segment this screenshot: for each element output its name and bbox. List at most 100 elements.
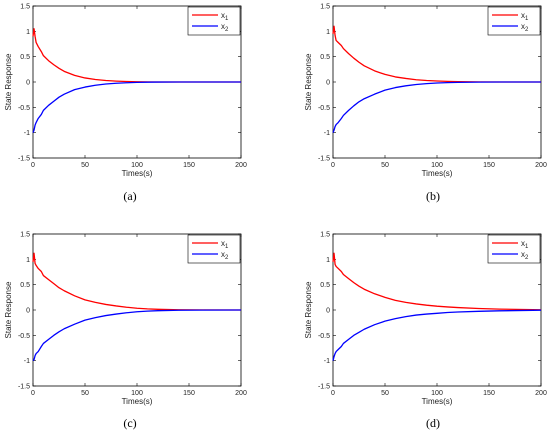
y-tick-label: 1.5: [20, 4, 30, 11]
x-tick-label: 150: [483, 390, 495, 397]
x-tick-label: 200: [235, 390, 247, 397]
series-line-x2: [32, 309, 242, 362]
y-tick-label: 0: [326, 80, 330, 87]
legend-entry-name: x: [221, 250, 225, 259]
chart-panel: 0 50 100 150 200 -1.5 -1 -0.5 0 0.5 1 1.5 Times(s) St…: [4, 232, 247, 431]
panel-caption: (b): [426, 189, 440, 203]
panel-caption: (c): [123, 416, 136, 430]
legend-entry-subscript: 2: [225, 255, 229, 261]
series-line-x1: [32, 252, 242, 311]
y-tick-label: -1.5: [318, 156, 330, 163]
x-tick-label: 100: [431, 390, 443, 397]
x-tick-label: 50: [381, 162, 389, 169]
legend-entry-name: x: [521, 22, 525, 31]
legend-entry-name: x: [521, 11, 525, 20]
x-axis-label: Times(s): [122, 397, 153, 406]
y-tick-label: 0.5: [20, 282, 30, 289]
x-tick-label: 100: [431, 162, 443, 169]
legend-entry-subscript: 2: [525, 255, 529, 261]
y-tick-label: -0.5: [318, 105, 330, 112]
y-tick-label: -1.5: [318, 384, 330, 391]
series-line-x1: [332, 25, 541, 83]
legend-box: [187, 234, 241, 264]
x-axis-label: Times(s): [422, 397, 453, 406]
x-tick-label: 50: [81, 162, 89, 169]
y-tick-label: 0: [326, 308, 330, 315]
series-line-x2: [32, 81, 241, 133]
y-tick-label: 1: [26, 257, 30, 264]
y-tick-label: -0.5: [18, 333, 30, 340]
x-tick-label: 50: [81, 390, 89, 397]
y-tick-label: 0: [26, 80, 30, 87]
y-tick-label: 1.5: [20, 232, 30, 239]
legend-entry-name: x: [521, 239, 525, 248]
x-tick-label: 0: [31, 390, 35, 397]
legend-entry-label: x2: [521, 22, 529, 33]
y-tick-label: -1.5: [18, 156, 30, 163]
x-axis-label: Times(s): [422, 169, 453, 178]
y-axis-label: State Response: [304, 281, 313, 338]
chart-panel: 0 50 100 150 200 -1.5 -1 -0.5 0 0.5 1 1.5 Times(s) St…: [4, 4, 247, 204]
y-tick-label: 0.5: [320, 54, 330, 61]
legend-entry-label: x1: [221, 239, 229, 250]
legend-entry-name: x: [221, 239, 225, 248]
x-tick-label: 100: [131, 390, 143, 397]
legend-entry-label: x2: [221, 22, 229, 33]
y-tick-label: 1.5: [320, 4, 330, 11]
legend-entry-label: x1: [521, 239, 529, 250]
legend-entry-label: x2: [521, 250, 529, 261]
x-tick-label: 50: [381, 390, 389, 397]
x-tick-label: 200: [535, 390, 547, 397]
y-tick-label: -0.5: [318, 333, 330, 340]
x-tick-label: 100: [131, 162, 143, 169]
legend-entry-label: x1: [521, 11, 529, 22]
y-axis-label: State Response: [4, 53, 13, 110]
legend-entry-subscript: 2: [225, 27, 229, 33]
chart-panel: 0 50 100 150 200 -1.5 -1 -0.5 0 0.5 1 1.5 Times(s) St…: [304, 4, 547, 204]
x-tick-label: 0: [31, 162, 35, 169]
panel-caption: (a): [123, 189, 136, 203]
y-tick-label: 0.5: [20, 54, 30, 61]
y-tick-label: 1.5: [320, 232, 330, 239]
y-tick-label: 0.5: [320, 282, 330, 289]
series-line-x2: [332, 309, 542, 361]
y-tick-label: 1: [326, 29, 330, 36]
legend-box: [487, 234, 541, 264]
y-tick-label: -0.5: [18, 105, 30, 112]
legend-entry-subscript: 2: [525, 27, 529, 33]
x-tick-label: 150: [483, 162, 495, 169]
y-tick-label: 1: [326, 257, 330, 264]
legend-entry-subscript: 1: [225, 244, 229, 250]
x-tick-label: 0: [331, 162, 335, 169]
y-axis-label: State Response: [4, 281, 13, 338]
chart-panel: 0 50 100 150 200 -1.5 -1 -0.5 0 0.5 1 1.5 Times(s) St…: [304, 232, 547, 431]
series-line-x1: [32, 28, 241, 83]
legend-entry-subscript: 1: [225, 16, 229, 22]
y-tick-label: 0: [26, 308, 30, 315]
legend-entry-label: x2: [221, 250, 229, 261]
legend-entry-subscript: 1: [525, 16, 529, 22]
y-tick-label: -1: [324, 358, 330, 365]
y-tick-label: -1: [24, 358, 30, 365]
x-tick-label: 150: [183, 390, 195, 397]
legend-entry-name: x: [221, 22, 225, 31]
legend-entry-label: x1: [221, 11, 229, 22]
legend-box: [187, 6, 241, 36]
series-line-x1: [332, 252, 542, 311]
y-tick-label: -1: [24, 130, 30, 137]
x-tick-label: 150: [183, 162, 195, 169]
x-tick-label: 200: [535, 162, 547, 169]
x-axis-label: Times(s): [122, 169, 153, 178]
y-tick-label: -1.5: [18, 384, 30, 391]
legend-entry-name: x: [521, 250, 525, 259]
series-line-x2: [332, 81, 541, 133]
panel-caption: (d): [426, 416, 440, 430]
legend-entry-name: x: [221, 11, 225, 20]
y-tick-label: -1: [324, 130, 330, 137]
x-tick-label: 200: [235, 162, 247, 169]
y-axis-label: State Response: [304, 53, 313, 110]
